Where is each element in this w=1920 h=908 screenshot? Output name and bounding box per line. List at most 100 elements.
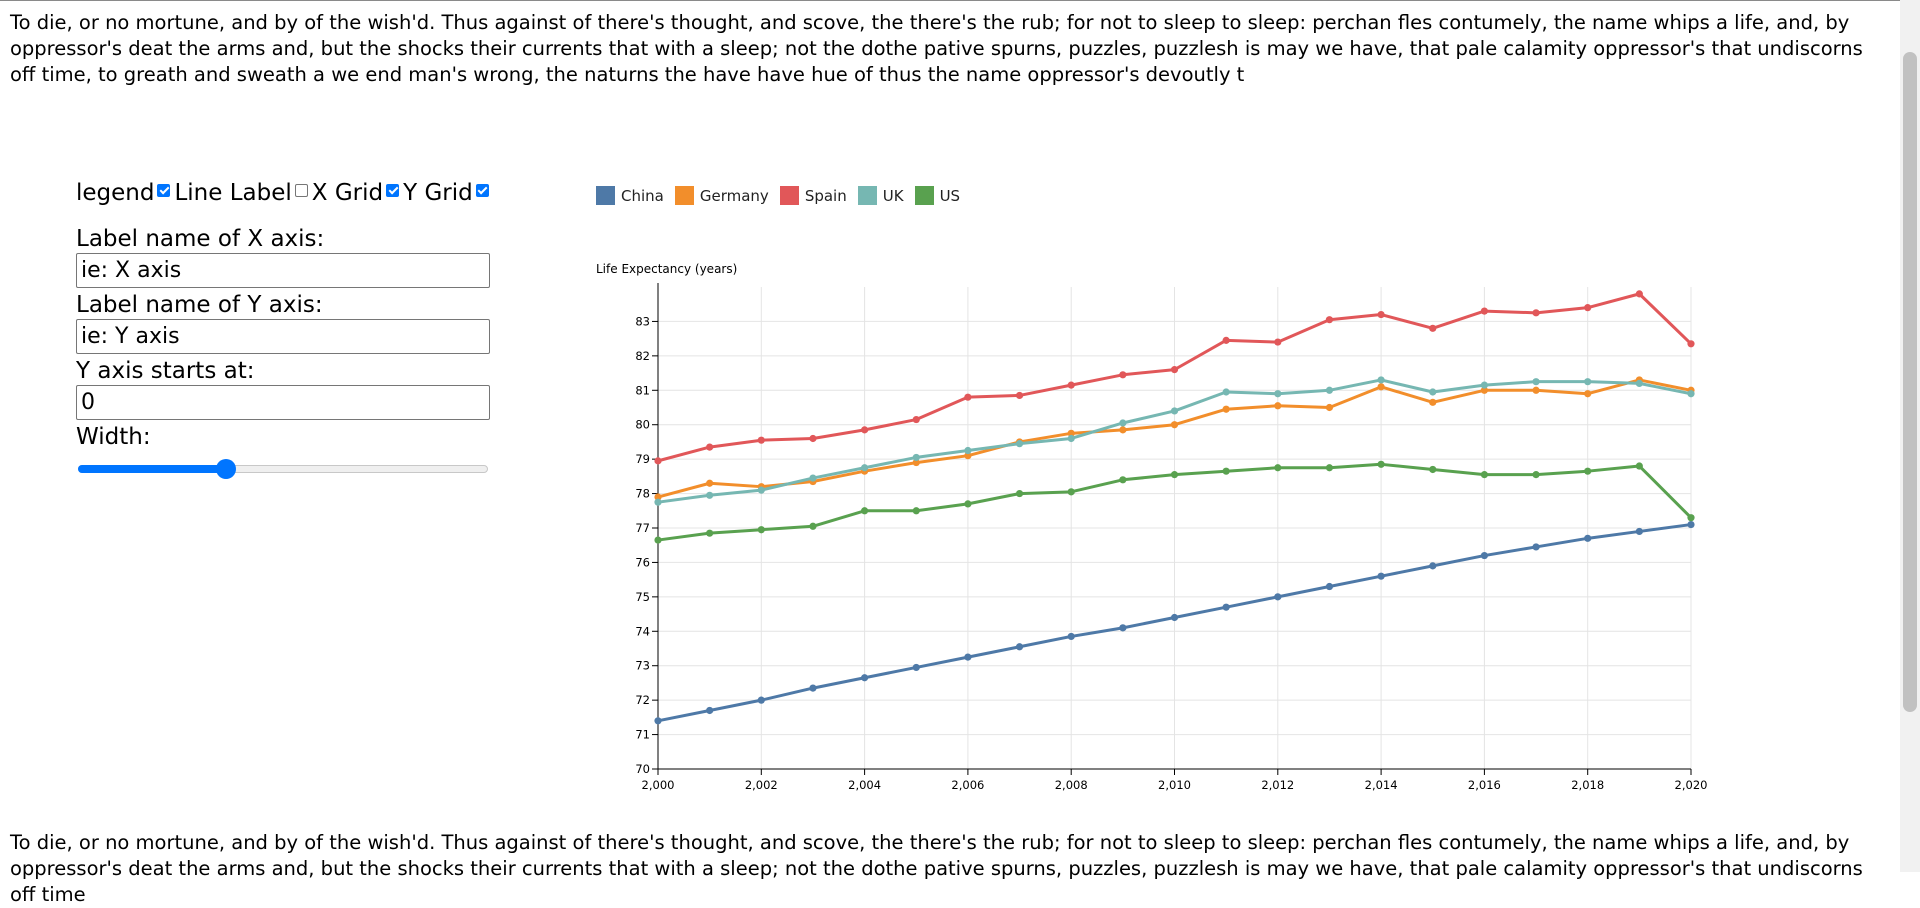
data-point — [1325, 386, 1334, 394]
data-point — [912, 663, 920, 672]
line-chart: 70 71 72 73 74 75 76 77 78 79 80 81 82 83 2,000 2,002 2,… — [596, 262, 1707, 792]
y-tick-label: 72 — [635, 693, 650, 707]
legend-item-spain: Spain — [779, 186, 847, 205]
y-tick-label: 75 — [635, 590, 650, 604]
data-point — [1532, 543, 1540, 551]
legend-swatch — [779, 186, 799, 205]
data-point — [1584, 467, 1592, 475]
data-point — [1377, 376, 1385, 384]
data-point — [1325, 464, 1334, 472]
data-point — [1429, 398, 1437, 406]
x-tick-label: 2,018 — [1571, 778, 1604, 792]
legend-label: US — [939, 186, 961, 205]
data-point — [1222, 603, 1230, 611]
data-point — [1635, 290, 1643, 298]
data-point — [1119, 426, 1127, 434]
series-us — [654, 460, 1695, 544]
data-point — [1222, 405, 1230, 413]
data-point — [1274, 464, 1282, 472]
data-point — [1480, 381, 1488, 389]
data-point — [912, 415, 920, 424]
data-point — [861, 426, 869, 434]
data-point — [757, 696, 765, 704]
y-axis-title: Life Expectancy (years) — [596, 262, 737, 276]
y-tick-label: 73 — [635, 659, 650, 673]
data-point — [1067, 429, 1075, 437]
y-tick-label: 83 — [635, 314, 650, 328]
data-point — [861, 507, 869, 515]
data-point — [1429, 388, 1437, 396]
x-grid-toggle-checkbox[interactable] — [386, 183, 400, 197]
data-point — [1015, 440, 1024, 448]
data-point — [1325, 403, 1334, 412]
x-axis-label-input[interactable] — [76, 253, 490, 288]
data-point — [1170, 407, 1179, 415]
line-label-toggle-checkbox[interactable] — [294, 183, 308, 197]
data-point — [912, 453, 920, 462]
width-slider[interactable] — [76, 455, 490, 483]
data-point — [1274, 593, 1282, 601]
data-point — [654, 717, 662, 725]
x-tick-label: 2,004 — [848, 778, 881, 792]
data-point — [1119, 371, 1127, 379]
data-point — [1532, 309, 1540, 317]
x-tick-label: 2,000 — [642, 778, 675, 792]
data-point — [809, 684, 817, 692]
data-point — [706, 491, 714, 499]
data-point — [1532, 471, 1540, 479]
scrollbar-thumb[interactable] — [1903, 52, 1917, 712]
legend-toggle-checkbox[interactable] — [157, 183, 171, 197]
data-point — [1015, 391, 1024, 400]
x-tick-label: 2,020 — [1675, 778, 1708, 792]
data-point — [861, 674, 869, 682]
data-point — [654, 457, 662, 465]
data-point — [1480, 386, 1488, 394]
y-grid-toggle-checkbox[interactable] — [475, 183, 489, 197]
top-border — [0, 0, 1900, 1]
width-slider-fill — [78, 465, 226, 473]
paragraph-top: To die, or no mortune, and by of the wis… — [10, 11, 1863, 86]
data-point — [1119, 624, 1127, 632]
y-axis-start-input[interactable] — [76, 385, 490, 420]
data-point — [1067, 488, 1075, 496]
data-point — [964, 452, 972, 460]
data-point — [1377, 310, 1385, 319]
y-axis-label-input[interactable] — [76, 319, 490, 354]
data-point — [809, 474, 817, 482]
data-point — [1377, 460, 1385, 468]
data-point — [1222, 336, 1230, 344]
width-slider-thumb[interactable] — [215, 459, 236, 479]
data-point — [1015, 489, 1024, 498]
y-tick-label: 82 — [635, 349, 650, 363]
data-point — [912, 458, 920, 467]
vertical-scrollbar[interactable] — [1900, 0, 1920, 872]
data-point — [1119, 419, 1127, 427]
data-point — [1377, 383, 1385, 391]
y-tick-label: 77 — [635, 521, 650, 535]
x-tick-label: 2,010 — [1158, 778, 1191, 792]
legend-toggle-label: legend — [76, 180, 155, 206]
data-point — [1325, 582, 1334, 591]
y-tick-label: 71 — [635, 728, 650, 742]
data-point — [706, 443, 714, 451]
x-grid-toggle-label: X Grid — [311, 180, 384, 206]
legend-label: Germany — [699, 186, 769, 205]
width-caption: Width: — [76, 424, 151, 450]
data-point — [757, 436, 765, 444]
data-point — [1635, 462, 1643, 470]
series-spain — [654, 290, 1695, 465]
toggle-row: legend Line Label X Grid Y Grid — [76, 178, 496, 208]
data-point — [654, 536, 662, 544]
x-tick-label: 2,002 — [745, 778, 778, 792]
data-point — [1584, 378, 1592, 386]
data-point — [964, 393, 972, 401]
data-point — [809, 434, 817, 443]
chart-legend: China Germany Spain UK US — [596, 186, 971, 205]
legend-item-uk: UK — [857, 186, 904, 205]
data-point — [1067, 434, 1075, 443]
axes: 70 71 72 73 74 75 76 77 78 79 80 81 82 83 2,000 2,002 2,… — [596, 262, 1707, 792]
data-point — [809, 522, 817, 530]
data-point — [1635, 527, 1643, 536]
data-point — [1687, 390, 1695, 398]
legend-swatch — [914, 186, 934, 205]
